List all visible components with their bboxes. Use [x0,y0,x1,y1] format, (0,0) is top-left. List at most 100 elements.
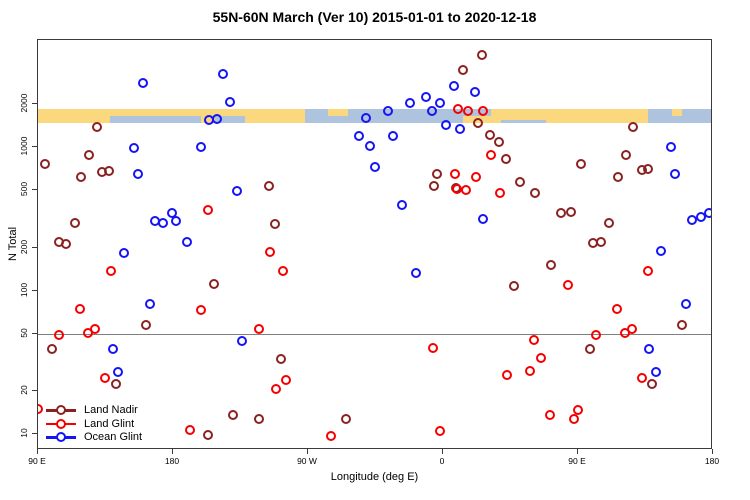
data-point-ocean_glint [427,105,437,116]
data-point-land_nadir [556,207,566,218]
data-point-ocean_glint [119,248,129,259]
plot-area: Land Nadir Land Glint Ocean Glint [37,39,712,449]
data-point-land_nadir [264,181,274,191]
data-point-land_nadir [530,188,540,199]
data-point-land_glint [643,266,653,277]
data-point-land_glint [563,279,573,290]
data-point-land_glint [573,405,583,415]
data-point-land_nadir [515,177,525,187]
data-point-land_glint [637,373,647,384]
y-axis-tick [32,103,37,104]
map-strip-segment [491,116,648,123]
data-point-ocean_glint [478,214,488,224]
map-strip-segment [648,109,672,116]
data-point-land_nadir [509,281,519,291]
y-axis-tick [32,433,37,434]
data-point-land_nadir [596,236,606,247]
reference-line-50 [38,334,711,335]
y-axis-tick [32,290,37,291]
data-point-ocean_glint [171,216,181,227]
map-strip-segment [38,109,110,116]
data-point-land_nadir [61,238,72,249]
data-point-ocean_glint [435,98,445,108]
x-axis-tick [442,449,443,454]
data-point-land_glint [471,172,481,182]
data-point-land_nadir [566,207,576,217]
y-axis-tick [32,146,37,147]
y-axis-tick [32,390,37,391]
map-strip-segment [110,116,155,123]
data-point-ocean_glint [441,119,451,130]
map-strip-segment [305,109,328,116]
data-point-ocean_glint [225,96,235,107]
data-point-land_glint [529,335,539,346]
data-point-land_nadir [576,159,586,169]
data-point-land_glint [486,150,496,161]
data-point-ocean_glint [370,161,380,172]
data-point-land_glint [265,247,275,258]
data-point-ocean_glint [232,185,242,196]
x-axis-tick-label: 180 [704,456,720,466]
data-point-land_nadir [643,164,653,175]
y-axis-tick [32,333,37,334]
y-axis-tick-label: 100 [19,282,29,297]
data-point-land_nadir [494,136,504,147]
data-point-land_nadir [104,166,114,177]
data-point-land_glint [525,366,535,377]
data-point-ocean_glint [138,78,148,88]
data-point-land_glint [38,404,43,415]
map-strip-segment [648,116,672,123]
data-point-land_nadir [621,149,631,160]
data-point-land_glint [569,414,579,424]
data-point-ocean_glint [656,245,666,256]
data-point-land_nadir [477,49,487,60]
data-point-land_glint [281,375,291,386]
y-axis-label: N Total [7,226,19,262]
data-point-ocean_glint [405,98,415,108]
y-axis-tick-label: 2000 [19,93,29,113]
data-point-ocean_glint [421,92,431,103]
y-axis-tick-label: 20 [19,385,29,395]
data-point-ocean_glint [196,141,206,152]
map-strip-segment [463,109,491,116]
x-axis-tick [577,449,578,454]
data-point-land_nadir [613,172,623,182]
data-point-land_nadir [40,159,51,169]
data-point-ocean_glint [388,131,398,142]
data-point-ocean_glint [411,268,421,278]
data-point-land_glint [502,370,512,381]
map-strip-segment [245,116,305,123]
data-point-land_nadir [546,260,556,271]
data-point-ocean_glint [158,218,168,229]
x-axis-tick-label: 90 E [28,456,46,466]
data-point-land_nadir [203,430,213,440]
data-point-land_nadir [429,181,439,191]
data-point-ocean_glint [696,212,706,223]
data-point-ocean_glint [681,298,691,309]
data-point-ocean_glint [113,367,123,377]
data-point-ocean_glint [145,298,155,309]
y-axis-tick [32,247,37,248]
data-point-land_nadir [254,414,264,424]
data-point-land_nadir [70,218,81,229]
map-strip-segment [245,109,305,116]
data-point-land_glint [196,304,206,315]
data-point-land_nadir [458,65,468,76]
data-point-land_nadir [111,379,121,390]
legend-label: Ocean Glint [84,431,143,443]
data-point-land_nadir [46,344,57,354]
y-axis-tick-label: 1000 [19,136,29,156]
map-strip-segment [215,109,245,116]
y-axis-tick-label: 50 [19,328,29,338]
map-strip-segment [672,116,682,123]
data-point-ocean_glint [470,86,480,97]
y-axis-tick-label: 500 [19,182,29,197]
map-strip-ocean-sliver [501,120,546,123]
data-point-ocean_glint [687,215,697,226]
data-point-land_nadir [676,320,687,330]
data-point-land_glint [254,324,264,335]
data-point-land_glint [75,304,85,315]
x-axis-tick-label: 0 [439,456,445,466]
map-strip-segment [491,109,648,116]
data-point-land_glint [453,103,463,114]
